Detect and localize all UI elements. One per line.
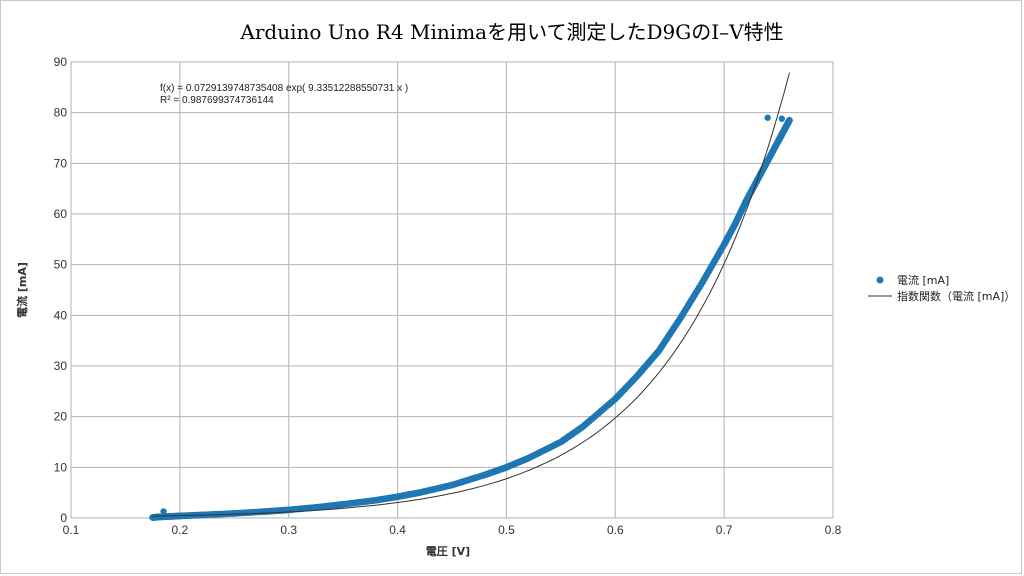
x-tick-label: 0.6 [607,523,624,537]
plot-border [70,61,834,519]
x-tick-label: 0.2 [172,523,189,537]
fit-equation: f(x) = 0.0729139748735408 exp( 9.3351228… [160,83,408,94]
y-tick-label: 80 [54,106,68,120]
fit-curve [152,72,790,517]
outlier-point [405,490,412,498]
y-tick-label: 20 [54,410,68,424]
grid-lines [70,61,834,519]
x-axis-title: 電圧 [V] [426,545,470,558]
chart-title: Arduino Uno R4 Minimaを用いて測定したD9GのI–V特性 [239,20,783,44]
outlier-point [160,508,167,515]
data-points [149,114,793,521]
data-point [786,116,793,124]
y-tick-label: 70 [54,156,68,170]
outlier-point [778,115,786,122]
y-tick-label: 90 [54,55,68,69]
x-tick-label: 0.7 [716,523,733,537]
y-axis-title: 電流 [mA] [15,262,29,318]
x-tick-label: 0.3 [280,523,297,537]
y-tick-label: 40 [54,308,68,322]
x-tick-label: 0.5 [498,523,515,537]
y-tick-label: 10 [54,460,68,474]
legend-scatter-marker [876,276,884,284]
x-tick-labels: 0.1 0.2 0.3 0.4 0.5 0.6 0.7 0.8 [63,523,842,537]
legend: 電流 [mA] 指数関数（電流 [mA]） [868,273,1015,303]
y-tick-label: 50 [54,258,68,272]
plot-area [70,61,834,519]
y-tick-labels: 0 10 20 30 40 50 60 70 80 90 [54,55,68,525]
fit-curve-path [152,72,790,517]
fit-r-squared: R² = 0.987699374736144 [160,95,274,106]
x-tick-label: 0.1 [63,523,80,537]
y-tick-label: 60 [54,207,68,221]
legend-line-label: 指数関数（電流 [mA]） [897,289,1015,303]
y-tick-label: 30 [54,359,68,373]
y-tick-label: 0 [60,511,67,525]
legend-scatter-label: 電流 [mA] [897,273,949,287]
x-tick-label: 0.4 [389,523,406,537]
x-tick-label: 0.8 [825,523,842,537]
outlier-point [764,114,771,121]
